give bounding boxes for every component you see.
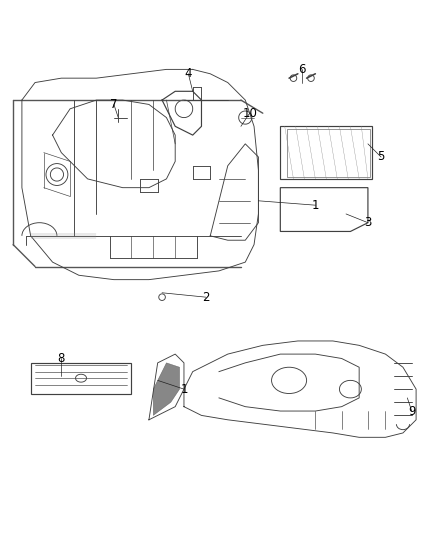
Text: 5: 5 [378, 150, 385, 164]
Text: 10: 10 [242, 107, 257, 120]
Text: 6: 6 [298, 63, 306, 76]
Text: 3: 3 [364, 216, 371, 229]
Text: 4: 4 [184, 67, 192, 80]
Text: 2: 2 [202, 290, 210, 304]
Text: 1: 1 [311, 199, 319, 212]
Text: 7: 7 [110, 98, 118, 111]
Text: 9: 9 [408, 405, 416, 417]
Text: 8: 8 [58, 352, 65, 365]
Text: 1: 1 [180, 383, 188, 395]
Polygon shape [153, 363, 180, 415]
